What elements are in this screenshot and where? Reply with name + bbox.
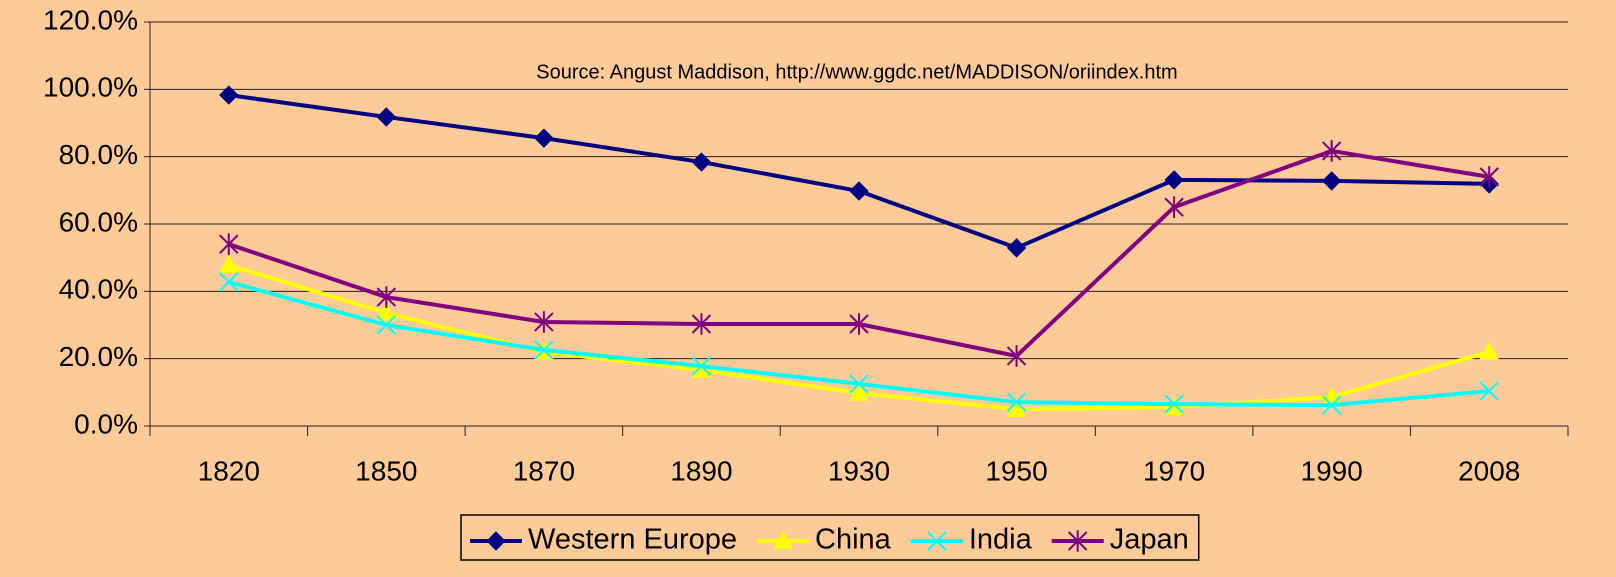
y-tick-label: 120.0% bbox=[43, 4, 138, 35]
marker bbox=[1479, 381, 1499, 401]
annotation: Source: Angust Maddison, http://www.ggdc… bbox=[536, 61, 1177, 83]
marker bbox=[1006, 238, 1027, 258]
marker bbox=[691, 356, 712, 376]
y-tick-label: 60.0% bbox=[59, 206, 138, 237]
x-tick-label: 2008 bbox=[1458, 455, 1520, 486]
marker bbox=[534, 340, 554, 360]
x-tick-label: 1990 bbox=[1301, 455, 1363, 486]
marker bbox=[1006, 399, 1027, 417]
legend: Western Europe China India Japan bbox=[460, 514, 1200, 561]
legend-label: Western Europe bbox=[528, 524, 737, 556]
x-tick-label: 1970 bbox=[1143, 455, 1205, 486]
marker bbox=[486, 531, 506, 551]
x-tick-label: 1870 bbox=[513, 455, 575, 486]
y-tick-label: 20.0% bbox=[59, 341, 138, 372]
marker bbox=[691, 313, 712, 335]
marker bbox=[773, 530, 793, 549]
y-tick-label: 100.0% bbox=[43, 72, 138, 103]
marker bbox=[1164, 170, 1184, 190]
marker bbox=[376, 286, 397, 308]
marker bbox=[534, 311, 554, 333]
marker bbox=[1067, 530, 1088, 552]
marker bbox=[376, 302, 397, 321]
marker bbox=[1164, 394, 1184, 414]
series-line bbox=[228, 93, 1490, 251]
marker bbox=[376, 107, 397, 127]
marker bbox=[1479, 341, 1500, 360]
marker bbox=[1164, 196, 1184, 218]
x-tick-label: 1890 bbox=[670, 455, 732, 486]
y-tick-label: 80.0% bbox=[59, 139, 138, 170]
marker bbox=[927, 531, 947, 551]
legend-label: China bbox=[815, 524, 892, 556]
marker bbox=[849, 382, 869, 401]
marker bbox=[849, 313, 869, 335]
marker bbox=[1321, 171, 1342, 191]
x-tick-label: 1850 bbox=[355, 455, 417, 486]
marker bbox=[849, 181, 869, 201]
marker bbox=[1164, 397, 1184, 415]
x-tick-label: 1930 bbox=[828, 455, 890, 486]
x-tick-label: 1820 bbox=[198, 455, 260, 486]
marker bbox=[219, 85, 239, 105]
marker bbox=[219, 233, 239, 255]
x-tick-label: 1950 bbox=[985, 455, 1047, 486]
marker bbox=[1321, 395, 1342, 415]
legend-label: India bbox=[969, 524, 1033, 556]
marker bbox=[1479, 166, 1499, 188]
marker bbox=[376, 315, 397, 335]
marker bbox=[1006, 345, 1027, 367]
legend-box bbox=[460, 514, 1200, 561]
y-tick-label: 0.0% bbox=[74, 408, 138, 439]
marker bbox=[219, 272, 239, 292]
marker bbox=[1321, 140, 1342, 162]
marker bbox=[534, 128, 554, 148]
marker bbox=[1006, 392, 1027, 412]
y-tick-label: 40.0% bbox=[59, 274, 138, 305]
marker bbox=[691, 152, 712, 172]
legend-label: Japan bbox=[1110, 524, 1189, 556]
marker bbox=[218, 255, 239, 273]
marker bbox=[849, 374, 869, 394]
